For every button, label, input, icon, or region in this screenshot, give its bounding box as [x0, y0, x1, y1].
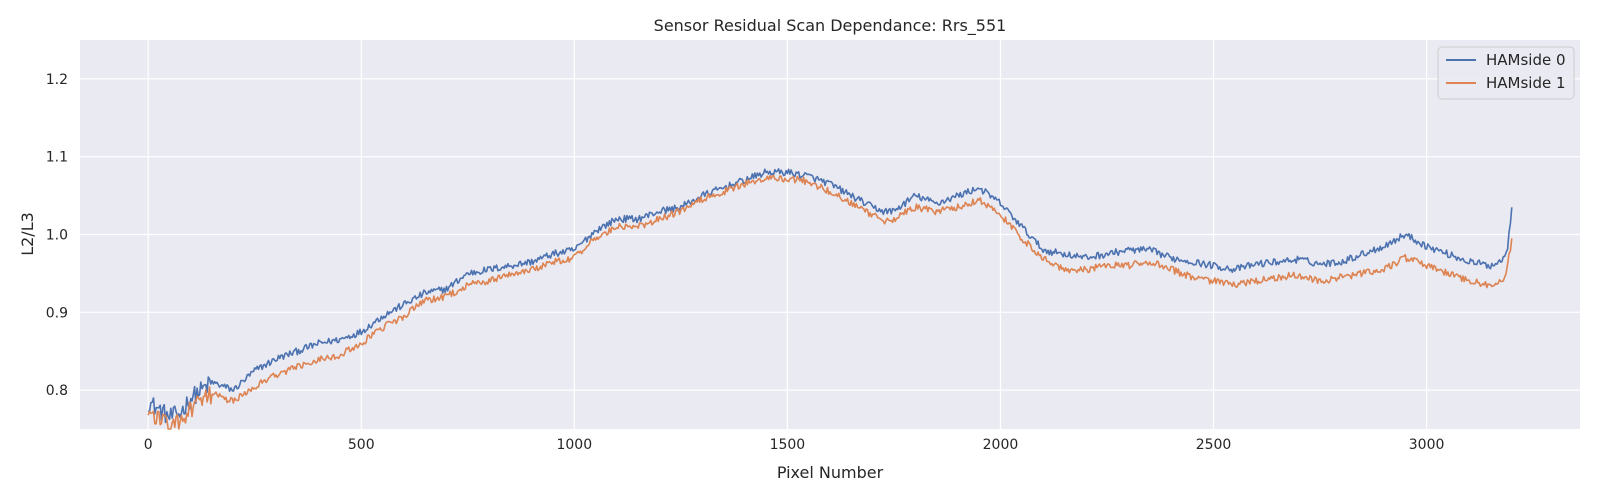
- y-tick-label: 0.9: [46, 305, 68, 321]
- tick-labels: 0 500 1000 1500 2000 2500 3000 0.8 0.9 1.0 1.1 1.2: [46, 72, 1445, 453]
- y-tick-label: 0.8: [46, 383, 68, 399]
- chart-title: Sensor Residual Scan Dependance: Rrs_551: [654, 16, 1007, 36]
- x-tick-label: 2000: [983, 437, 1019, 453]
- legend-label-hamside-0: HAMside 0: [1486, 51, 1566, 69]
- legend: HAMside 0 HAMside 1: [1437, 46, 1575, 100]
- x-tick-label: 500: [348, 437, 375, 453]
- x-tick-label: 0: [144, 437, 153, 453]
- x-axis-label: Pixel Number: [777, 463, 884, 482]
- y-tick-label: 1.2: [46, 72, 68, 88]
- x-tick-label: 2500: [1196, 437, 1232, 453]
- x-tick-label: 1500: [770, 437, 806, 453]
- y-axis-label: L2/L3: [18, 212, 37, 256]
- y-tick-label: 1.0: [46, 228, 68, 244]
- x-tick-label: 3000: [1409, 437, 1445, 453]
- x-tick-label: 1000: [556, 437, 592, 453]
- grid: [80, 40, 1580, 429]
- y-tick-label: 1.1: [46, 150, 68, 166]
- series-lines: [147, 168, 1513, 430]
- series-line-hamside-0: [147, 168, 1513, 424]
- series-line-hamside-1: [147, 174, 1513, 430]
- legend-label-hamside-1: HAMside 1: [1486, 74, 1566, 92]
